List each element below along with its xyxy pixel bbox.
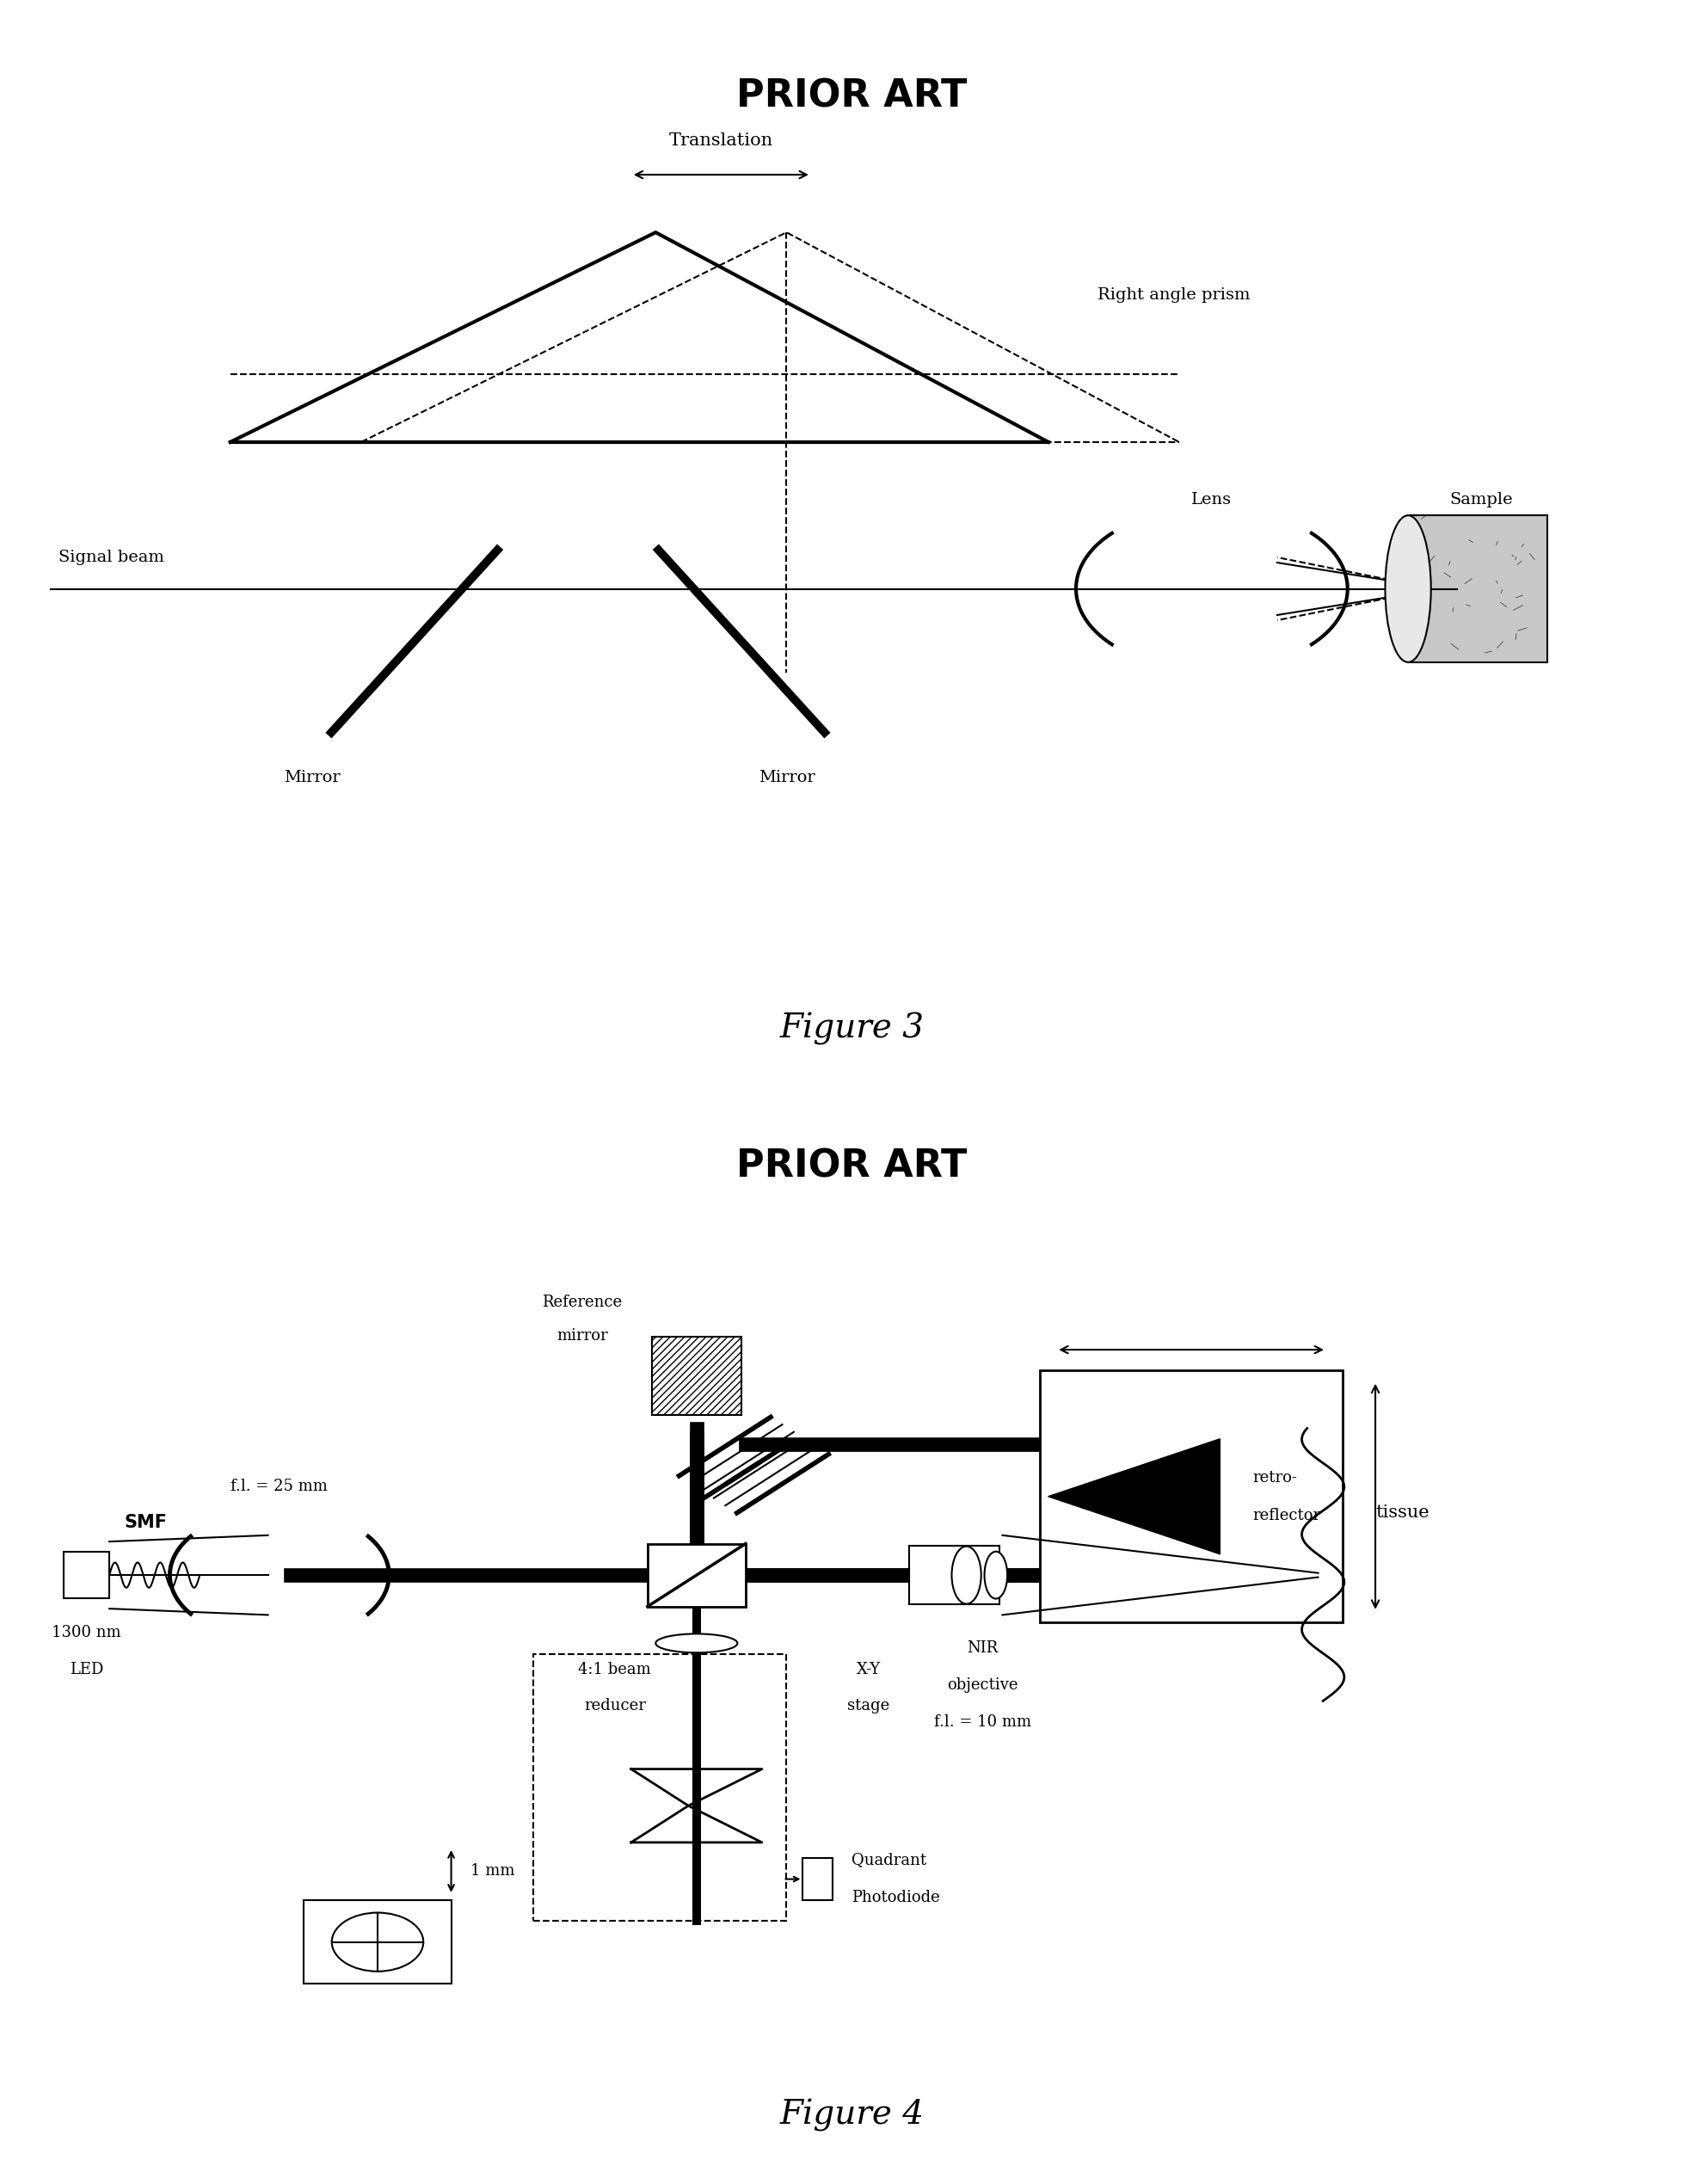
- Text: objective: objective: [947, 1677, 1018, 1693]
- Text: 1300 nm: 1300 nm: [51, 1625, 121, 1640]
- Text: Mirror: Mirror: [284, 769, 341, 786]
- Circle shape: [332, 1913, 422, 1972]
- Bar: [1039, 1372, 1342, 1623]
- Ellipse shape: [1385, 515, 1431, 662]
- Bar: [909, 1546, 998, 1605]
- Text: f.l. = 25 mm: f.l. = 25 mm: [232, 1479, 327, 1494]
- Ellipse shape: [656, 1634, 737, 1653]
- Text: f.l. = 10 mm: f.l. = 10 mm: [933, 1714, 1030, 1730]
- Text: 1 mm: 1 mm: [470, 1863, 514, 1878]
- Bar: [1407, 515, 1546, 662]
- Text: Figure 3: Figure 3: [780, 1013, 923, 1046]
- Ellipse shape: [984, 1551, 1006, 1599]
- Polygon shape: [1047, 1439, 1219, 1555]
- Text: PRIOR ART: PRIOR ART: [736, 1149, 967, 1184]
- Bar: [647, 1544, 746, 1607]
- Bar: [63, 1553, 109, 1599]
- Text: LED: LED: [70, 1662, 104, 1677]
- Text: stage: stage: [846, 1699, 889, 1714]
- Text: Sample: Sample: [1449, 491, 1512, 507]
- Bar: [651, 1337, 741, 1415]
- Text: NIR: NIR: [967, 1640, 998, 1655]
- Text: 4:1 beam: 4:1 beam: [577, 1662, 651, 1677]
- Text: tissue: tissue: [1374, 1505, 1429, 1520]
- Bar: [533, 1653, 787, 1922]
- Text: X-Y: X-Y: [857, 1662, 880, 1677]
- Text: PRIOR ART: PRIOR ART: [736, 79, 967, 114]
- Text: Translation: Translation: [669, 133, 773, 149]
- Text: Right angle prism: Right angle prism: [1097, 288, 1250, 304]
- Text: reflector: reflector: [1252, 1507, 1320, 1522]
- Ellipse shape: [952, 1546, 981, 1603]
- Text: mirror: mirror: [557, 1328, 608, 1343]
- Bar: [303, 1900, 451, 1983]
- Text: retro-: retro-: [1252, 1470, 1296, 1485]
- Text: Lens: Lens: [1190, 491, 1231, 507]
- Text: Figure 4: Figure 4: [780, 2099, 923, 2132]
- Text: Photodiode: Photodiode: [852, 1889, 940, 1907]
- Bar: [802, 1859, 831, 1900]
- Text: reducer: reducer: [584, 1699, 645, 1714]
- Text: Reference: Reference: [542, 1295, 622, 1310]
- Text: Signal beam: Signal beam: [58, 550, 163, 566]
- Text: SMF: SMF: [124, 1514, 167, 1531]
- Text: Quadrant: Quadrant: [852, 1852, 926, 1867]
- Text: Mirror: Mirror: [758, 769, 814, 786]
